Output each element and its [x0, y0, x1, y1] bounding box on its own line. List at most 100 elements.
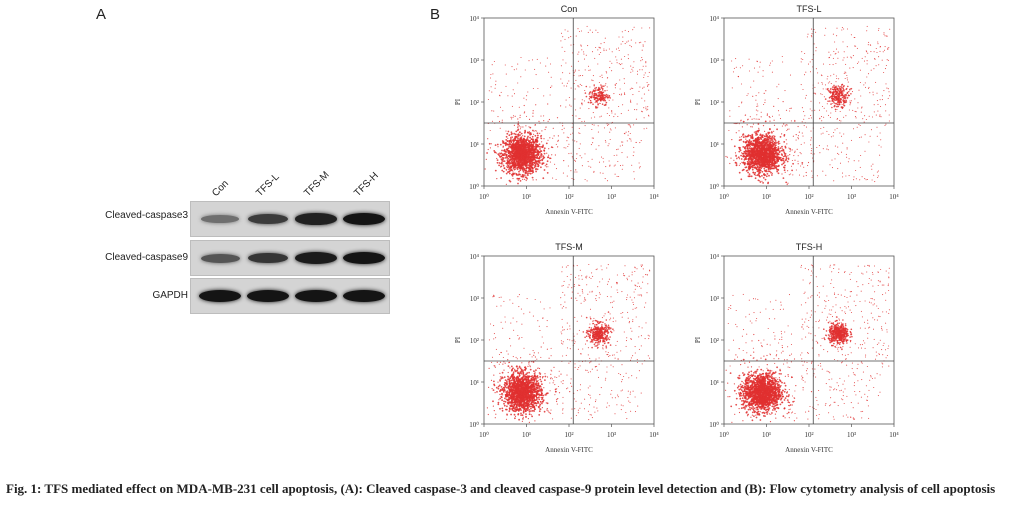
scatter-point [511, 159, 514, 162]
scatter-point [593, 171, 595, 173]
scatter-point [771, 156, 774, 159]
scatter-point [578, 147, 580, 149]
scatter-point [753, 151, 755, 153]
scatter-point [778, 156, 781, 159]
scatter-point [494, 144, 497, 147]
scatter-point [731, 87, 733, 89]
scatter-point [735, 154, 737, 156]
scatter-point [538, 157, 540, 160]
scatter-point [754, 160, 756, 163]
scatter-point [491, 64, 493, 66]
scatter-point [523, 148, 525, 150]
scatter-point [825, 174, 827, 176]
scatter-point [594, 107, 597, 109]
scatter-point [839, 132, 841, 134]
scatter-point [771, 159, 774, 162]
scatter-point [644, 100, 646, 102]
scatter-point [509, 167, 511, 169]
scatter-point [843, 101, 846, 104]
scatter-point [751, 168, 754, 171]
scatter-point [511, 164, 514, 167]
scatter-point [526, 176, 528, 178]
scatter-point [493, 150, 496, 152]
scatter-point [524, 129, 526, 132]
scatter-point [777, 168, 779, 171]
scatter-point [760, 158, 762, 161]
blot-band [343, 213, 385, 225]
scatter-point [803, 111, 805, 113]
scatter-point [846, 148, 848, 150]
scatter-point [758, 92, 760, 94]
scatter-point [596, 89, 599, 91]
scatter-point [487, 138, 489, 140]
scatter-point [781, 163, 783, 166]
scatter-point [742, 120, 745, 123]
scatter-point [531, 153, 533, 156]
scatter-point [519, 128, 522, 130]
scatter-point [759, 156, 762, 159]
scatter-point [592, 112, 594, 114]
scatter-point [768, 174, 770, 177]
y-axis-label: PI [694, 98, 702, 105]
scatter-point [632, 70, 634, 72]
scatter-point [512, 157, 515, 160]
scatter-point [768, 142, 771, 144]
y-tick-label: 10³ [470, 57, 479, 65]
scatter-point [866, 51, 868, 53]
scatter-point [598, 96, 600, 98]
scatter-point [600, 86, 602, 88]
scatter-point [850, 93, 852, 95]
scatter-point [533, 130, 535, 132]
scatter-point [834, 97, 837, 100]
scatter-point [513, 144, 515, 146]
scatter-point [510, 116, 512, 118]
scatter-point [773, 137, 775, 139]
scatter-point [622, 164, 624, 166]
scatter-point [742, 153, 744, 155]
scatter-point [618, 49, 620, 52]
scatter-point [783, 166, 786, 169]
panel-a-letter: A [96, 6, 107, 23]
scatter-point [813, 43, 815, 45]
scatter-point [761, 164, 764, 167]
scatter-point [542, 144, 544, 147]
scatter-point [538, 160, 540, 163]
scatter-point [789, 110, 791, 112]
scatter-point [522, 170, 525, 173]
scatter-point [583, 100, 585, 102]
scatter-point [517, 157, 519, 160]
scatter-point [755, 109, 757, 111]
scatter-point [827, 82, 829, 84]
scatter-point [744, 147, 746, 150]
scatter-point [840, 135, 843, 137]
scatter-point [765, 158, 768, 161]
scatter-point [848, 109, 850, 111]
scatter-point [805, 171, 807, 174]
scatter-point [740, 83, 743, 85]
scatter-point [587, 161, 589, 163]
scatter-point [800, 58, 802, 60]
scatter-point [876, 51, 878, 54]
scatter-point [854, 45, 856, 47]
scatter-point [852, 67, 854, 69]
scatter-point [626, 41, 628, 43]
scatter-point [589, 86, 591, 88]
scatter-point [769, 168, 772, 171]
scatter-point [747, 135, 749, 137]
scatter-point [622, 36, 624, 38]
scatter-point [516, 68, 518, 70]
scatter-point [505, 139, 508, 141]
scatter-point [610, 129, 612, 131]
scatter-point [853, 160, 855, 162]
scatter-point [852, 55, 854, 57]
scatter-point [584, 153, 586, 155]
scatter-point [635, 42, 637, 44]
scatter-point [523, 154, 526, 157]
scatter-point [578, 30, 581, 33]
scatter-point [567, 165, 569, 167]
scatter-point [520, 56, 522, 59]
scatter-point [729, 162, 731, 165]
scatter-point [775, 147, 778, 149]
scatter-point [868, 141, 870, 143]
scatter-point [546, 172, 549, 174]
